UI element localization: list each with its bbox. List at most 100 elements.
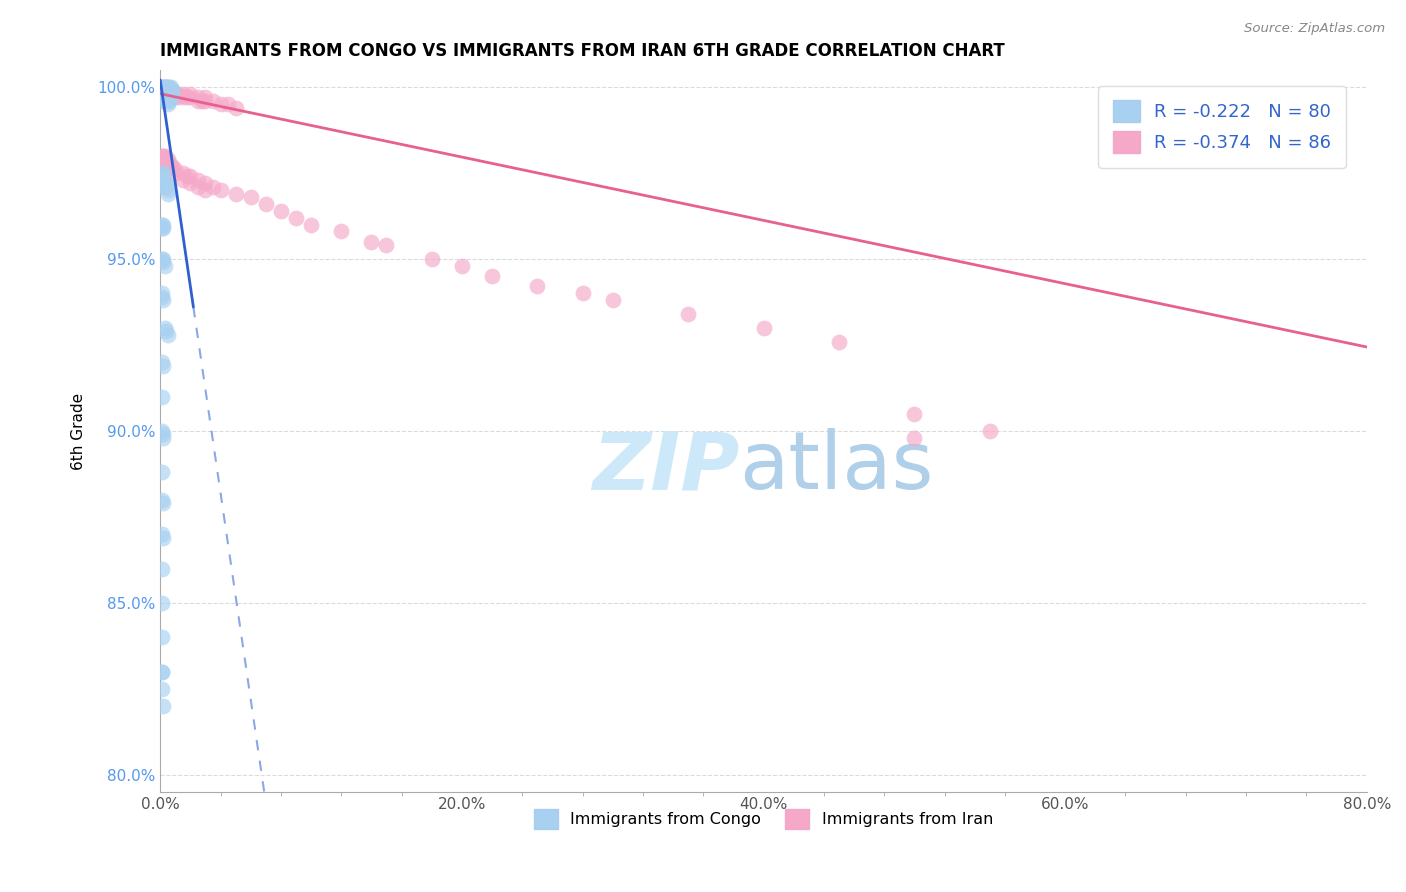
Point (167, 90, 190, 104)
Point (172, 90, 194, 104)
Point (159, 159, 181, 173)
Point (150, 252, 173, 266)
Point (156, 87, 179, 101)
Point (152, 427, 174, 442)
Point (526, 279, 548, 293)
Point (152, 87, 174, 101)
Point (156, 152, 179, 166)
Point (150, 290, 173, 304)
Point (156, 79, 179, 94)
Point (172, 173, 194, 187)
Point (194, 183, 217, 197)
Point (150, 424, 173, 438)
Point (155, 155, 177, 169)
Point (152, 359, 174, 373)
Point (159, 79, 181, 94)
Point (155, 176, 177, 190)
Text: ZIP: ZIP (592, 428, 740, 506)
Point (152, 79, 174, 94)
Point (420, 252, 443, 266)
Point (179, 87, 201, 101)
Point (150, 218, 173, 232)
Point (155, 83, 177, 97)
Point (157, 90, 180, 104)
Point (153, 320, 176, 334)
Point (153, 83, 176, 97)
Text: atlas: atlas (740, 428, 934, 506)
Point (153, 149, 176, 163)
Point (191, 94, 214, 108)
Point (156, 83, 179, 97)
Point (150, 83, 173, 97)
Text: IMMIGRANTS FROM CONGO VS IMMIGRANTS FROM IRAN 6TH GRADE CORRELATION CHART: IMMIGRANTS FROM CONGO VS IMMIGRANTS FROM… (160, 42, 1005, 60)
Point (979, 424, 1001, 438)
Point (167, 87, 190, 101)
Point (153, 152, 176, 166)
Point (165, 90, 187, 104)
Point (150, 221, 173, 235)
Point (152, 169, 174, 184)
Point (571, 286, 593, 301)
Point (162, 87, 184, 101)
Point (150, 527, 173, 541)
Point (156, 79, 179, 94)
Point (150, 90, 173, 104)
Point (209, 183, 232, 197)
Point (153, 90, 176, 104)
Point (187, 179, 209, 194)
Text: Source: ZipAtlas.com: Source: ZipAtlas.com (1244, 22, 1385, 36)
Point (150, 173, 173, 187)
Point (156, 155, 179, 169)
Point (155, 324, 177, 338)
Point (152, 173, 174, 187)
Point (157, 87, 180, 101)
Point (152, 90, 174, 104)
Point (156, 83, 179, 97)
Point (162, 83, 184, 97)
Point (155, 83, 177, 97)
Point (162, 90, 184, 104)
Point (270, 203, 292, 218)
Point (152, 252, 174, 266)
Point (152, 149, 174, 163)
Point (153, 176, 176, 190)
Point (153, 87, 176, 101)
Point (150, 149, 173, 163)
Point (194, 176, 217, 190)
Y-axis label: 6th Grade: 6th Grade (72, 392, 86, 469)
Point (903, 407, 925, 421)
Point (157, 94, 180, 108)
Point (150, 79, 173, 94)
Point (153, 79, 176, 94)
Legend: Immigrants from Congo, Immigrants from Iran: Immigrants from Congo, Immigrants from I… (527, 803, 1000, 835)
Point (152, 152, 174, 166)
Point (165, 87, 187, 101)
Point (176, 169, 198, 184)
Point (152, 496, 174, 510)
Point (194, 90, 217, 104)
Point (152, 221, 174, 235)
Point (152, 699, 174, 714)
Point (360, 235, 382, 249)
Point (152, 293, 174, 308)
Point (225, 101, 247, 115)
Point (299, 218, 322, 232)
Point (159, 83, 181, 97)
Point (150, 286, 173, 301)
Point (157, 87, 180, 101)
Point (155, 90, 177, 104)
Point (187, 173, 209, 187)
Point (152, 83, 174, 97)
Point (157, 83, 180, 97)
Point (150, 355, 173, 369)
Point (239, 190, 262, 204)
Point (156, 186, 179, 201)
Point (152, 166, 174, 180)
Point (150, 596, 173, 610)
Point (201, 94, 224, 108)
Point (450, 259, 472, 273)
Point (165, 166, 187, 180)
Point (159, 87, 181, 101)
Point (330, 224, 353, 238)
Point (152, 218, 174, 232)
